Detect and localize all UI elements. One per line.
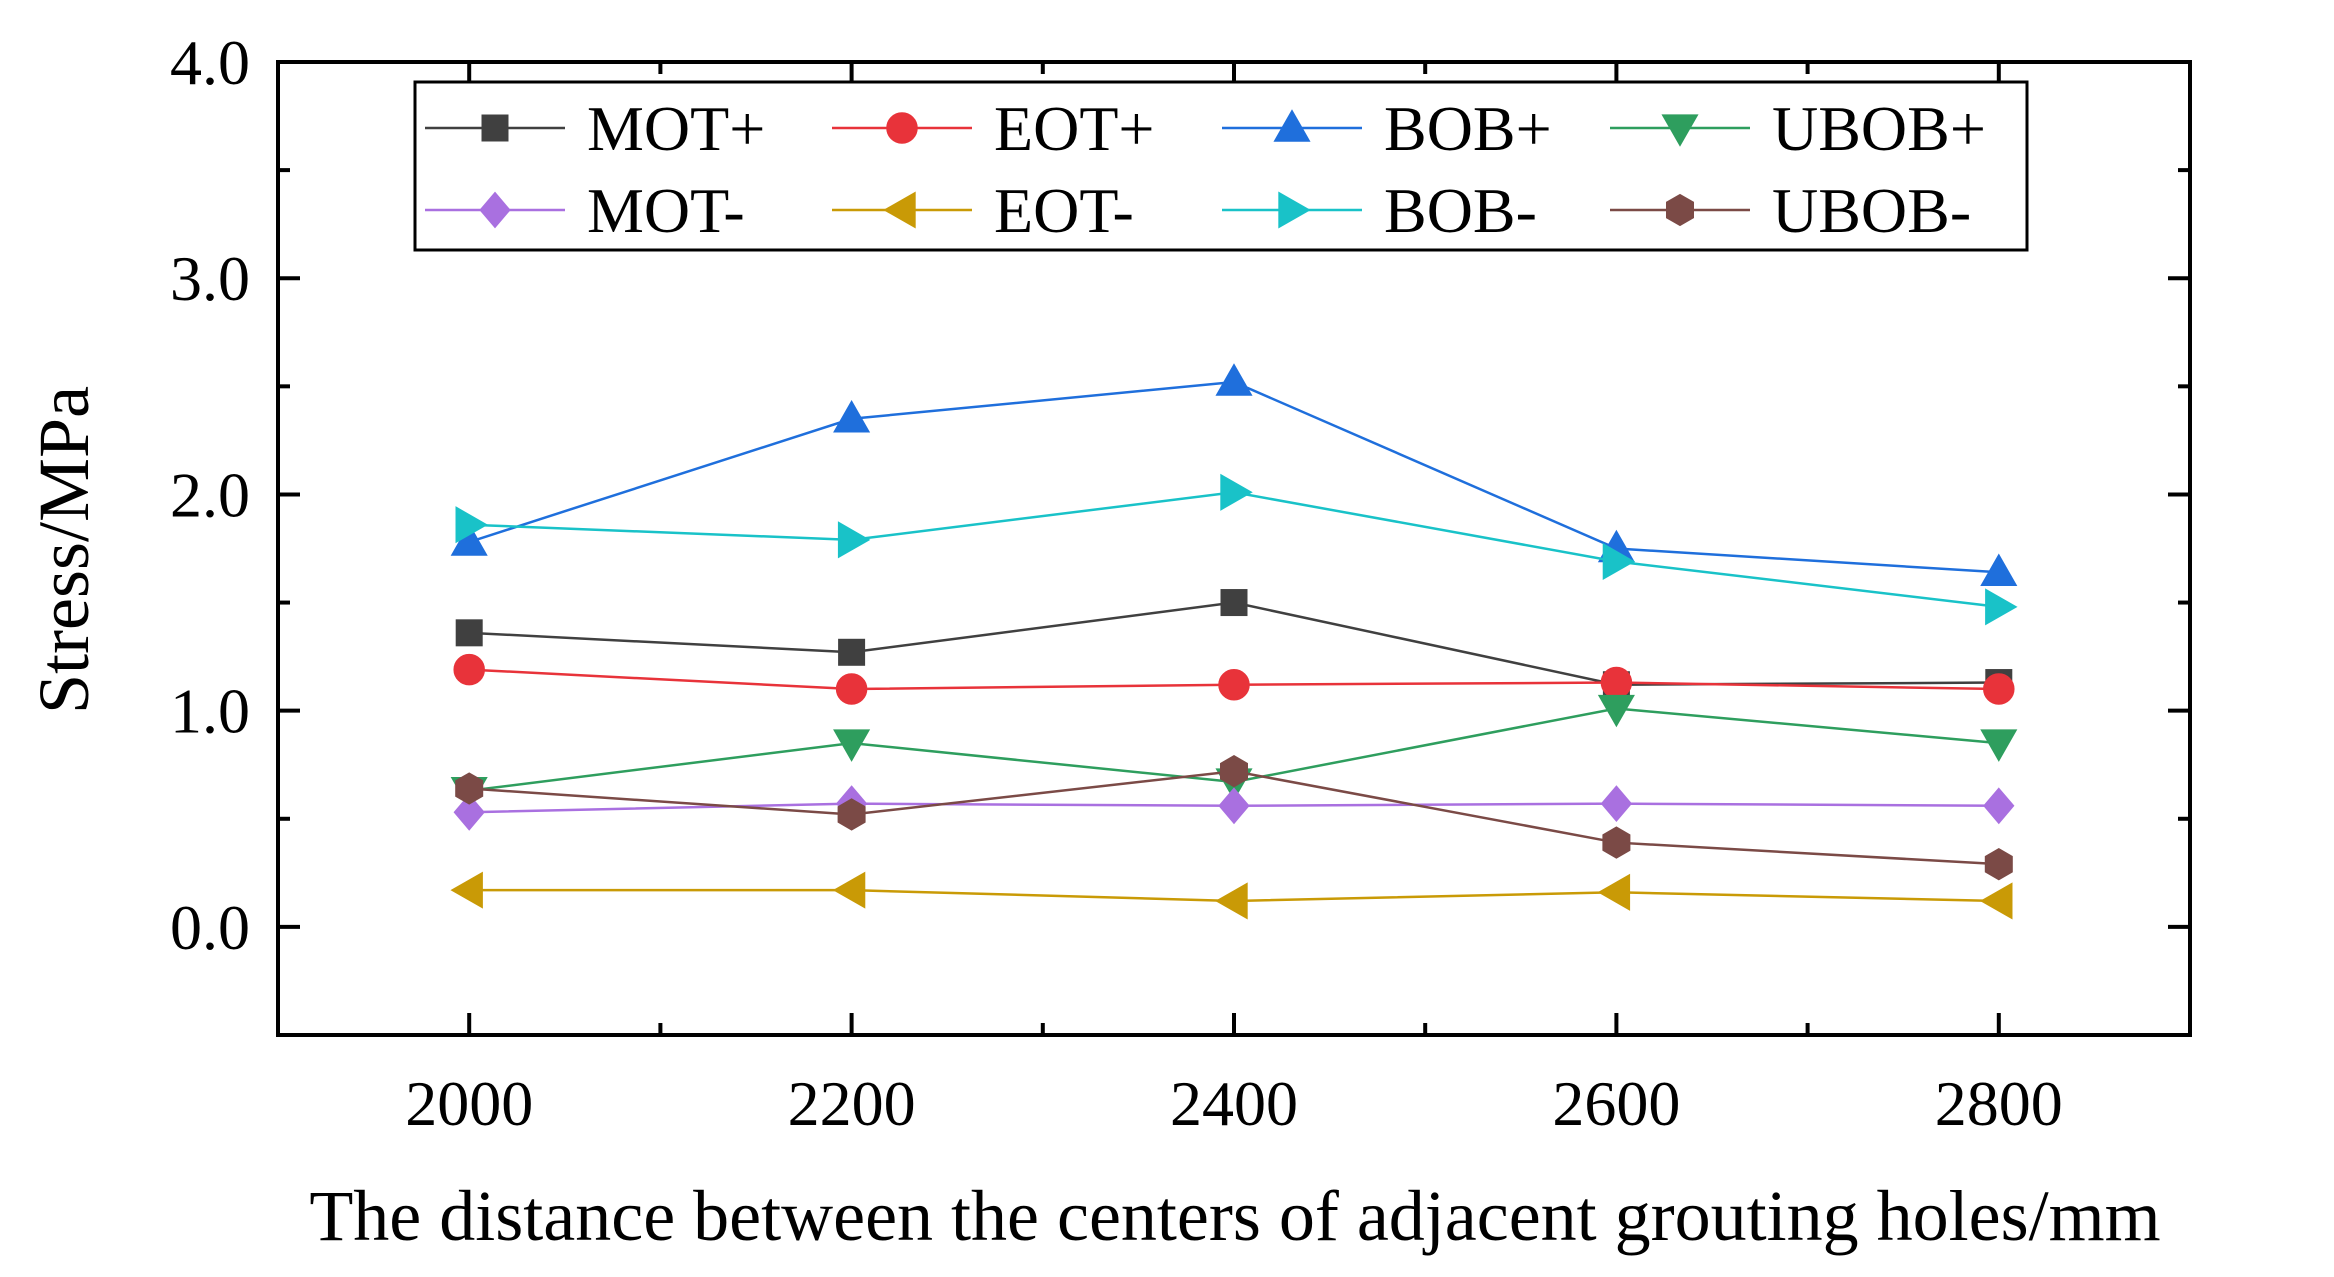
legend-item-UBOB+: UBOB+ (1610, 93, 1986, 164)
data-point (455, 506, 488, 544)
series-layer (450, 363, 2018, 920)
data-point (1980, 729, 2018, 762)
legend-item-EOT-: EOT- (832, 175, 1134, 246)
data-point (1980, 553, 2018, 586)
data-point (1215, 363, 1253, 396)
y-axis-label: Stress/MPa (24, 386, 104, 714)
series-BOB+ (450, 363, 2018, 586)
series-line (468, 380, 1999, 574)
data-point (837, 798, 866, 831)
legend-label: UBOB+ (1772, 93, 1986, 164)
data-point (1602, 826, 1631, 859)
data-point (1597, 694, 1635, 728)
data-point (1983, 673, 2015, 705)
legend-label: BOB- (1384, 175, 1537, 246)
data-point (1219, 755, 1249, 788)
data-point (453, 653, 485, 686)
data-point (455, 772, 484, 805)
data-point (1220, 589, 1248, 617)
legend-label: EOT- (994, 175, 1134, 246)
x-tick-label: 2200 (788, 1068, 916, 1139)
legend-label: MOT+ (587, 93, 765, 164)
data-point (838, 638, 866, 666)
y-tick-label: 0.0 (170, 892, 250, 963)
data-point (1983, 787, 2015, 825)
axes: 0.0 1.0 2.0 3.0 4.0 2000 2200 2400 2600 2800 (170, 27, 2192, 1139)
data-point (832, 871, 866, 909)
legend-marker (481, 114, 509, 142)
y-tick-label: 3.0 (170, 243, 250, 314)
legend-item-BOB-: BOB- (1222, 175, 1537, 246)
y-tick-label: 1.0 (170, 676, 250, 747)
legend-label: EOT+ (994, 93, 1155, 164)
data-point (453, 793, 485, 831)
legend-marker (1661, 114, 1699, 147)
legend-item-MOT+: MOT+ (425, 93, 765, 164)
legend-marker (1273, 109, 1311, 142)
legend-box (413, 80, 2029, 252)
legend-item-BOB+: BOB+ (1222, 93, 1552, 164)
legend-item-EOT+: EOT+ (832, 93, 1155, 164)
legend-marker (479, 191, 511, 229)
x-tick-label: 2600 (1552, 1068, 1680, 1139)
series-EOT+ (453, 653, 2015, 705)
y-tick-label: 4.0 (170, 27, 250, 98)
legend-label: UBOB- (1772, 175, 1971, 246)
data-point (1218, 668, 1250, 701)
legend: MOT+ EOT+ BOB+ UBOB+ MOT- EOT- BOB- UBOB- (413, 80, 2029, 252)
data-point (1602, 542, 1636, 581)
series-EOT- (450, 871, 2013, 920)
data-point (450, 871, 483, 909)
x-tick-label: 2800 (1935, 1068, 2063, 1139)
data-point (1600, 785, 1633, 823)
data-point (833, 400, 871, 433)
data-point (1220, 473, 1253, 511)
x-tick-label: 2400 (1170, 1068, 1298, 1139)
data-point (833, 729, 871, 762)
legend-label: BOB+ (1384, 93, 1552, 164)
legend-marker (886, 112, 918, 144)
legend-marker (1665, 193, 1695, 227)
data-point (837, 521, 871, 559)
data-point (1215, 882, 1248, 920)
data-point (1984, 848, 2013, 881)
data-point (455, 619, 483, 647)
data-point (835, 673, 868, 705)
data-point (1985, 588, 2018, 626)
y-tick-label: 2.0 (170, 459, 250, 530)
legend-label: MOT- (587, 175, 745, 246)
data-point (1600, 666, 1633, 699)
legend-marker (1278, 191, 1311, 229)
series-MOT- (453, 785, 2015, 831)
legend-item-UBOB-: UBOB- (1610, 175, 1971, 246)
legend-item-MOT-: MOT- (425, 175, 745, 246)
series-BOB- (455, 473, 2018, 626)
series-UBOB- (455, 755, 2013, 881)
x-tick-label: 2000 (405, 1068, 533, 1139)
x-axis-label: The distance between the centers of adja… (309, 1176, 2160, 1256)
data-point (1218, 787, 1250, 825)
data-point (1597, 873, 1631, 911)
data-point (1980, 882, 2013, 920)
legend-marker (883, 191, 916, 229)
